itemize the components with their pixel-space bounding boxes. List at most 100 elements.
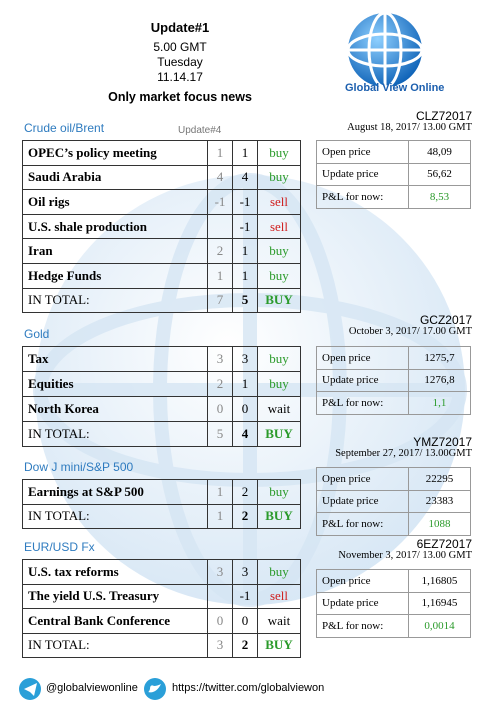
signal: buy — [257, 479, 301, 505]
prev-value: 1 — [207, 140, 233, 166]
signal: sell — [257, 213, 301, 240]
section-title: Gold — [24, 327, 50, 341]
current-value: 1 — [232, 140, 258, 166]
contract-date: October 3, 2017/ 17.00 GMT — [348, 326, 472, 337]
signal: BUY — [257, 503, 301, 529]
row-label: Saudi Arabia — [22, 164, 208, 191]
prev-value: -1 — [207, 189, 233, 215]
current-value: 1 — [232, 263, 258, 289]
price-value: 23383 — [408, 489, 471, 513]
row-label: IN TOTAL: — [22, 421, 208, 447]
row-label: U.S. tax reforms — [22, 559, 208, 585]
price-label: Update price — [316, 162, 409, 186]
section-note: Update#4 — [178, 125, 222, 136]
prev-value — [207, 583, 233, 609]
row-label: OPEC’s policy meeting — [22, 140, 208, 166]
prev-value: 1 — [207, 263, 233, 289]
signal: buy — [257, 263, 301, 289]
prev-value: 2 — [207, 238, 233, 264]
section-title: EUR/USD Fx — [24, 540, 95, 554]
price-label: Open price — [316, 140, 409, 164]
signal: BUY — [257, 421, 301, 447]
prev-value: 1 — [207, 479, 233, 505]
price-value: 0,0014 — [408, 614, 471, 638]
row-label: IN TOTAL: — [22, 632, 208, 658]
date: 11.14.17 — [157, 70, 203, 84]
contract-code: GCZ2017 — [419, 313, 472, 327]
logo-text: Global View Online — [345, 82, 445, 94]
contract-code: YMZ72017 — [413, 435, 472, 449]
price-label: Open price — [316, 467, 409, 491]
price-value: 1275,7 — [408, 346, 471, 370]
prev-value: 1 — [207, 503, 233, 529]
price-label: Open price — [316, 569, 409, 593]
section-title: Dow J mini/S&P 500 — [24, 460, 134, 474]
time: 5.00 GMT — [153, 40, 207, 54]
prev-value: 3 — [207, 632, 233, 658]
price-label: Update price — [316, 489, 409, 513]
row-label: Hedge Funds — [22, 263, 208, 289]
row-label: IN TOTAL: — [22, 503, 208, 529]
contract-code: CLZ72017 — [415, 109, 472, 123]
price-label: P&L for now: — [316, 185, 409, 209]
current-value: 2 — [232, 479, 258, 505]
twitter[interactable]: https://twitter.com/globalviewon — [172, 682, 325, 694]
section-title: Crude oil/Brent — [24, 121, 105, 135]
row-label: North Korea — [22, 396, 208, 422]
price-value: 1276,8 — [408, 368, 471, 392]
title: Update#1 — [150, 20, 210, 35]
day: Tuesday — [157, 55, 203, 69]
signal: BUY — [257, 287, 301, 314]
prev-value: 3 — [207, 346, 233, 372]
row-label: U.S. shale production — [22, 213, 208, 240]
price-value: 48,09 — [408, 140, 471, 164]
signal: buy — [257, 346, 301, 372]
price-value: 22295 — [408, 467, 471, 491]
row-label: IN TOTAL: — [22, 287, 208, 314]
signal: buy — [257, 238, 301, 264]
current-value: -1 — [232, 213, 258, 240]
subtitle: Only market focus news — [108, 90, 252, 104]
prev-value: 3 — [207, 559, 233, 585]
current-value: 0 — [232, 608, 258, 634]
row-label: Central Bank Conference — [22, 608, 208, 634]
price-value: 1088 — [408, 512, 471, 536]
signal: sell — [257, 583, 301, 609]
signal: sell — [257, 189, 301, 215]
prev-value: 0 — [207, 396, 233, 422]
row-label: Tax — [22, 346, 208, 372]
signal: wait — [257, 608, 301, 634]
contract-code: 6EZ72017 — [416, 537, 472, 551]
signal: buy — [257, 371, 301, 397]
price-label: P&L for now: — [316, 391, 409, 415]
current-value: 5 — [232, 287, 258, 314]
price-value: 8,53 — [408, 185, 471, 209]
prev-value: 2 — [207, 371, 233, 397]
current-value: 4 — [232, 164, 258, 191]
contract-date: November 3, 2017/ 13.00 GMT — [338, 550, 472, 561]
current-value: -1 — [232, 189, 258, 215]
current-value: 0 — [232, 396, 258, 422]
row-label: Equities — [22, 371, 208, 397]
current-value: 2 — [232, 632, 258, 658]
current-value: 2 — [232, 503, 258, 529]
prev-value: 7 — [207, 287, 233, 314]
contract-date: August 18, 2017/ 13.00 GMT — [347, 122, 472, 133]
current-value: 3 — [232, 346, 258, 372]
signal: wait — [257, 396, 301, 422]
price-label: Update price — [316, 368, 409, 392]
price-value: 1,1 — [408, 391, 471, 415]
price-label: P&L for now: — [316, 614, 409, 638]
signal: buy — [257, 164, 301, 191]
current-value: 3 — [232, 559, 258, 585]
current-value: -1 — [232, 583, 258, 609]
price-value: 56,62 — [408, 162, 471, 186]
current-value: 1 — [232, 371, 258, 397]
current-value: 4 — [232, 421, 258, 447]
row-label: The yield U.S. Treasury — [22, 583, 208, 609]
row-label: Earnings at S&P 500 — [22, 479, 208, 505]
telegram[interactable]: @globalviewonline — [46, 682, 138, 694]
prev-value — [207, 213, 233, 240]
